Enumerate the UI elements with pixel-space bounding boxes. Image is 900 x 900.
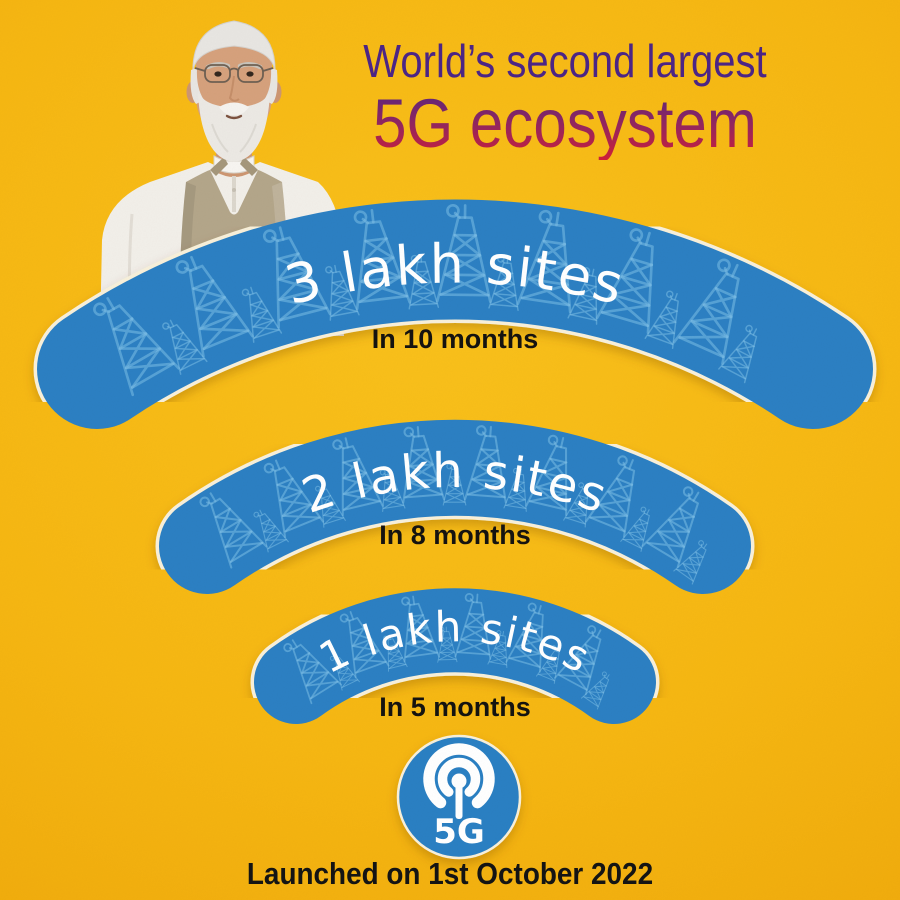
5g-logo-label: 5G — [433, 812, 485, 852]
5g-logo-badge: 5G — [396, 734, 522, 860]
